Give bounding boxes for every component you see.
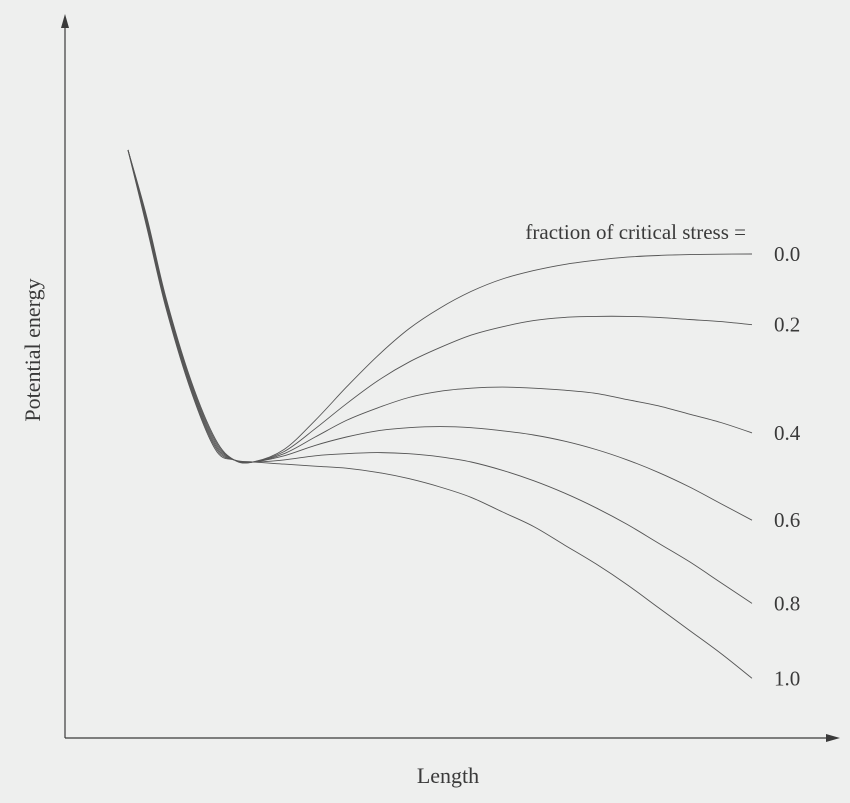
x-axis-arrowhead (826, 734, 840, 742)
y-axis-label: Potential energy (20, 278, 45, 421)
legend-title: fraction of critical stress = (525, 220, 746, 244)
series-label-0-0: 0.0 (774, 242, 800, 266)
series-label-0-2: 0.2 (774, 313, 800, 337)
series-label-0-6: 0.6 (774, 508, 800, 532)
curve-stress-1-0 (127, 149, 753, 679)
series-labels-group: 0.0 0.2 0.4 0.6 0.8 1.0 (774, 242, 801, 690)
series-label-0-8: 0.8 (774, 591, 800, 615)
series-label-0-4: 0.4 (774, 421, 801, 445)
curve-stress-0-8 (127, 149, 753, 604)
curves-group (127, 149, 753, 679)
curve-stress-0-0 (127, 149, 753, 464)
series-label-1-0: 1.0 (774, 666, 800, 690)
curve-stress-0-4 (127, 149, 753, 464)
curve-stress-0-6 (127, 149, 753, 521)
x-axis-label: Length (417, 763, 479, 788)
curve-stress-0-2 (127, 149, 753, 464)
axes (61, 14, 840, 742)
y-axis-arrowhead (61, 14, 69, 28)
